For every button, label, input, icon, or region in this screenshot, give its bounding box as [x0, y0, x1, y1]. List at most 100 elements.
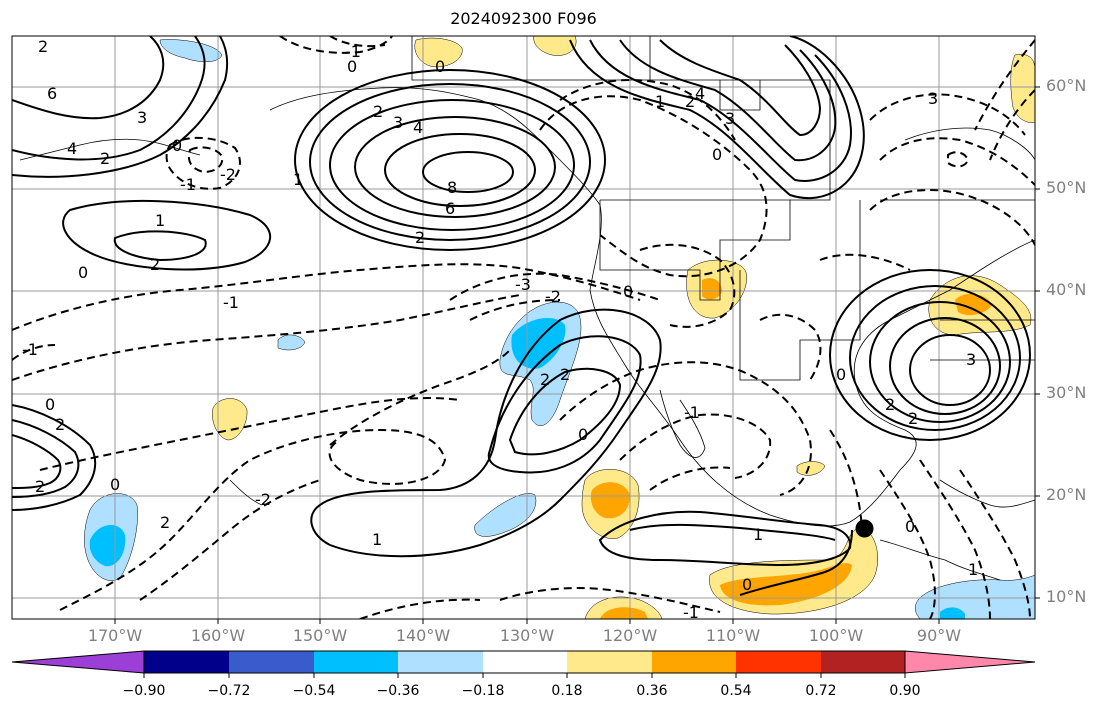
colorbar-tick-label: −0.36: [376, 683, 420, 699]
contour-label: -1: [180, 175, 196, 194]
contour-label: 2: [685, 92, 695, 111]
shade-yellow-top1: [414, 37, 463, 68]
contour-high-gulf-3: [329, 99, 575, 231]
coastlines: [19, 36, 1035, 581]
contour-label: 8: [447, 178, 457, 197]
shade-yellow-small1: [212, 398, 248, 441]
contour-label: 3: [966, 350, 976, 369]
contour-labels: 2 -1 0 0 6 3 4 2 0 -2 -1 1 2 2 3 4 8 6 2…: [22, 37, 978, 622]
contour-high-gulf-4: [354, 116, 556, 218]
contour-label: 2: [560, 365, 570, 384]
contour-label: 0: [623, 282, 633, 301]
contour-high-north-1: [569, 36, 865, 200]
contour-label: 2: [540, 370, 550, 389]
shade-cyan-bottomright: [940, 607, 965, 619]
contour-label: 4: [695, 84, 705, 103]
contour-label: -1: [683, 603, 699, 622]
colorbar-extend-left: [11, 650, 145, 674]
colorbar-tick-label: −0.90: [122, 683, 166, 699]
contour-label: 3: [928, 89, 938, 108]
contours-solid: [12, 36, 1031, 596]
colorbar-segment: [314, 651, 398, 673]
colorbar-tick-label: 0.18: [551, 683, 583, 699]
lat-label: 30°N: [1046, 383, 1087, 402]
contour-label: 1: [753, 525, 763, 544]
contour-label: -1: [345, 42, 361, 61]
lon-label: 150°W: [292, 626, 348, 645]
contour-label: 2: [100, 149, 110, 168]
contour-left-2: [12, 419, 80, 498]
location-marker: [855, 519, 874, 538]
contour-label: 2: [908, 409, 918, 428]
contour-label: 2: [373, 102, 383, 121]
contour-label: 0: [172, 136, 182, 155]
shade-orange-baja: [590, 482, 630, 519]
contour-left-1: [12, 404, 97, 511]
shade-orange-nevada: [702, 278, 722, 300]
lon-label: 160°W: [190, 626, 246, 645]
contour-offshore-2: [487, 335, 642, 474]
shade-blue-topleft: [159, 39, 223, 62]
colorbar: [11, 650, 1036, 678]
colorbar-segment: [652, 651, 736, 673]
colorbar-segment: [736, 651, 821, 673]
contour-high-north-2: [589, 39, 852, 182]
contour-high-east-3: [869, 301, 1011, 423]
lon-label: 130°W: [499, 626, 555, 645]
contour-label: 3: [393, 113, 403, 132]
contour-label: -2: [255, 490, 271, 509]
colorbar-segment: [483, 651, 567, 673]
lon-label: 140°W: [395, 626, 451, 645]
contour-high-east-1: [829, 269, 1031, 441]
colorbar-segment: [144, 651, 229, 673]
contour-label: -1: [223, 293, 239, 312]
lat-label: 20°N: [1046, 485, 1087, 504]
contour-label: -1: [684, 403, 700, 422]
contour-label: 1: [372, 530, 382, 549]
contour-south-0: [739, 529, 853, 596]
contour-label: 2: [415, 228, 425, 247]
colorbar-segment: [821, 651, 905, 673]
contour-label: 0: [905, 517, 915, 536]
map-frame: [11, 35, 1036, 620]
contour-high-east-4: [889, 317, 1001, 415]
contour-mid-left: [62, 199, 271, 271]
contour-label: 0: [45, 395, 55, 414]
contour-label: 0: [347, 57, 357, 76]
colorbar-tick-label: −0.72: [207, 683, 251, 699]
contour-label: 0: [578, 425, 588, 444]
contour-high-north-4: [659, 39, 822, 137]
contour-high-gulf-1: [294, 69, 606, 251]
contour-label: 0: [435, 57, 445, 76]
contour-topleft-2: [12, 36, 206, 161]
contour-high-east-5: [909, 334, 991, 406]
contour-label: 0: [78, 263, 88, 282]
contour-mid-left-inner: [113, 230, 207, 262]
lon-label: 110°W: [705, 626, 761, 645]
colorbar-tick-label: 0.90: [889, 683, 921, 699]
contour-label: -2: [545, 287, 561, 306]
shade-blue-bottomright: [915, 574, 1035, 619]
colorbar-extend-right: [904, 650, 1036, 674]
contour-label: 0: [836, 365, 846, 384]
contour-high-north-3: [619, 39, 837, 162]
contour-label: 1: [968, 560, 978, 579]
contours-dashed: [12, 36, 1035, 619]
contour-left-3: [12, 434, 62, 489]
contour-label: 2: [885, 395, 895, 414]
contour-offshore-1: [310, 308, 662, 558]
contour-label: 3: [137, 108, 147, 127]
contour-high-gulf-6: [422, 151, 514, 193]
lon-label: 90°W: [916, 626, 962, 645]
shade-blue-mid: [474, 493, 537, 537]
colorbar-frame: [143, 650, 906, 674]
contour-label: 1: [155, 211, 165, 230]
contour-label: 0: [712, 145, 722, 164]
colorbar-tick-label: 0.54: [720, 683, 752, 699]
lat-label: 50°N: [1046, 178, 1087, 197]
contour-topleft-3: [12, 36, 229, 178]
contour-label: 2: [38, 37, 48, 56]
contour-label: 0: [742, 575, 752, 594]
contour-label: 2: [55, 415, 65, 434]
colorbar-tick-label: −0.54: [292, 683, 336, 699]
